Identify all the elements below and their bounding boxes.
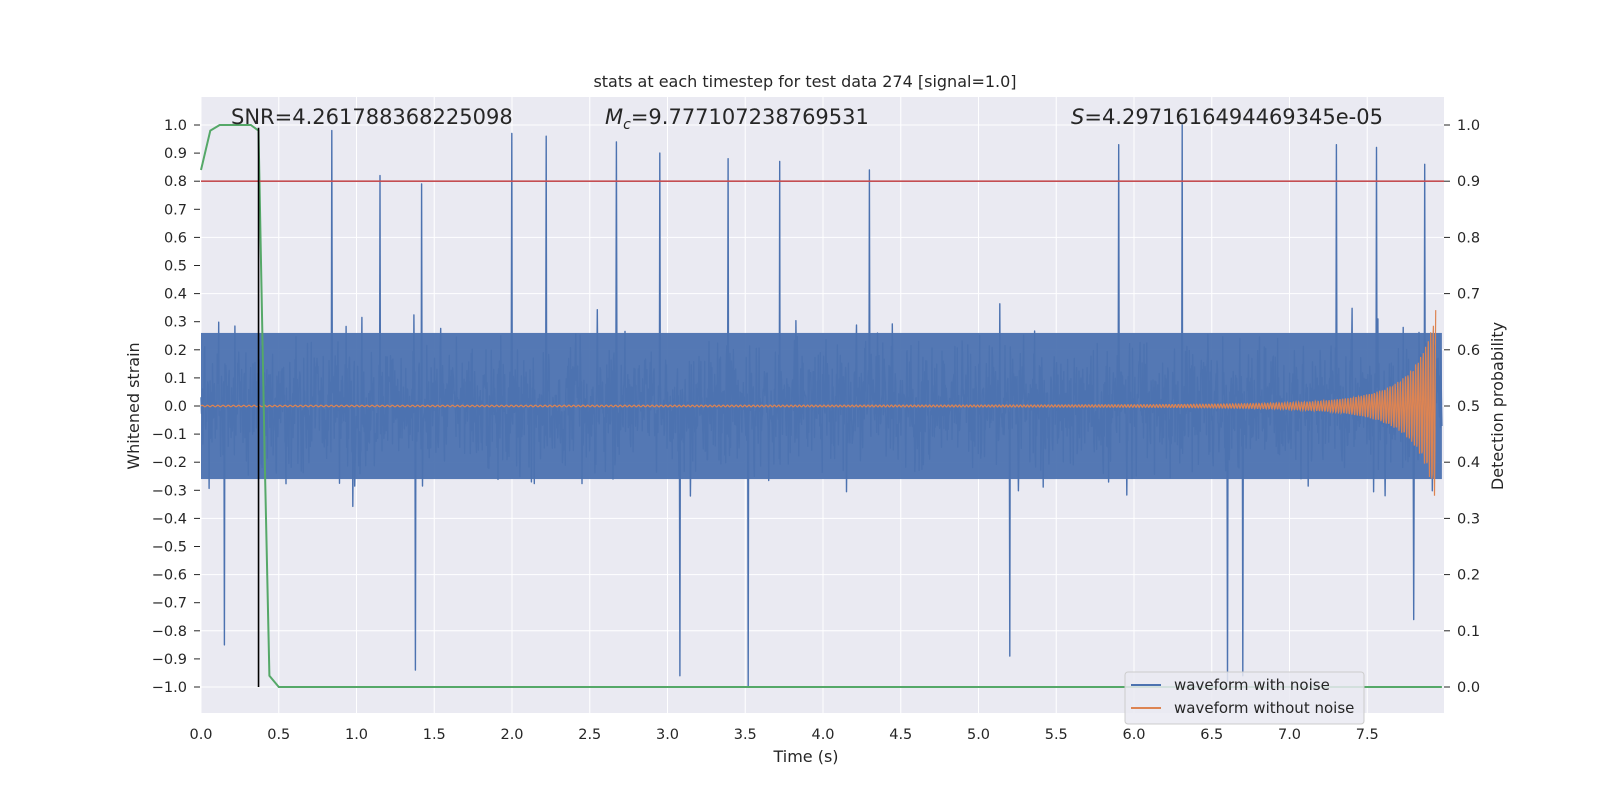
legend-label-noise: waveform with noise	[1174, 676, 1330, 694]
x-tick-label: 6.0	[1122, 727, 1145, 743]
x-tick-label: 2.5	[578, 727, 601, 743]
x-tick-label: 1.0	[345, 727, 368, 743]
y-tick-label: 0.7	[164, 202, 187, 218]
y-tick-label: −0.9	[152, 652, 187, 668]
y2-tick-label: 0.5	[1457, 399, 1480, 415]
x-tick-label: 1.5	[423, 727, 446, 743]
y-tick-label: 0.4	[164, 287, 187, 303]
series-detection-probability	[200, 124, 1444, 688]
y2-tick-label: 0.2	[1457, 568, 1480, 584]
y-axis-label: Whitened strain	[124, 342, 143, 469]
detection-probability-line	[200, 124, 1442, 688]
x-tick-label: 7.5	[1356, 727, 1379, 743]
y-tick-label: 0.3	[164, 315, 187, 331]
x-axis-label: Time (s)	[772, 747, 838, 766]
x-tick-label: 0.0	[189, 727, 212, 743]
y-tick-label: 0.8	[164, 174, 187, 190]
x-tick-label: 3.0	[656, 727, 679, 743]
y-tick-label: 0.2	[164, 343, 187, 359]
x-tick-label: 5.0	[967, 727, 990, 743]
x-tick-label: 7.0	[1278, 727, 1301, 743]
legend-label-clean: waveform without noise	[1174, 699, 1354, 717]
y-tick-label: 0.6	[164, 230, 187, 246]
y2-axis-label: Detection probability	[1488, 322, 1507, 490]
y2-tick-label: 0.6	[1457, 343, 1480, 359]
y-tick-label: −0.6	[152, 568, 187, 584]
legend-box	[1124, 671, 1365, 725]
waveform-without-noise-line	[200, 310, 1437, 496]
y2-tick-label: 0.3	[1457, 511, 1480, 527]
y-tick-label: −0.2	[152, 455, 187, 471]
y2-tick-label: 1.0	[1457, 118, 1480, 134]
x-tick-label: 4.5	[889, 727, 912, 743]
chart-title: stats at each timestep for test data 274…	[593, 72, 1016, 91]
y2-tick-label: 0.9	[1457, 174, 1480, 190]
series-waveform-without-noise	[200, 310, 1437, 496]
s-value: =4.2971616494469345e-05	[1084, 105, 1383, 129]
x-tick-label: 6.5	[1200, 727, 1223, 743]
chirp-mass-annotation: Mc=9.777107238769531	[605, 105, 869, 133]
y-tick-label: −0.5	[152, 540, 187, 556]
y-tick-label: −0.4	[152, 511, 187, 527]
legend: waveform with noise waveform without noi…	[1124, 671, 1365, 725]
y-tick-label: 0.0	[164, 399, 187, 415]
tick-labels: 0.0 0.5 1.0 1.5 2.0 2.5 3.0 3.5 4.0 4.5 5.0 5.5 6.0 6…	[152, 118, 1480, 743]
y2-tick-label: 0.7	[1457, 287, 1480, 303]
s-symbol: S	[1071, 105, 1084, 129]
x-tick-label: 3.5	[734, 727, 757, 743]
chirp-mass-symbol: M	[605, 105, 623, 129]
x-tick-label: 2.0	[500, 727, 523, 743]
x-tick-label: 0.5	[267, 727, 290, 743]
y-tick-label: 1.0	[164, 118, 187, 134]
y-tick-label: −1.0	[152, 680, 187, 696]
snr-annotation: SNR=4.261788368225098	[231, 105, 513, 129]
y2-tick-label: 0.8	[1457, 230, 1480, 246]
y-tick-label: −0.7	[152, 596, 187, 612]
chirp-mass-value: =9.777107238769531	[631, 105, 869, 129]
y-tick-label: 0.5	[164, 259, 187, 275]
y-tick-label: 0.1	[164, 371, 187, 387]
x-tick-label: 4.0	[811, 727, 834, 743]
y-tick-label: −0.8	[152, 624, 187, 640]
y-tick-label: −0.1	[152, 427, 187, 443]
y2-tick-label: 0.1	[1457, 624, 1480, 640]
x-tick-label: 5.5	[1045, 727, 1068, 743]
s-annotation: S=4.2971616494469345e-05	[1071, 105, 1383, 129]
y2-tick-label: 0.0	[1457, 680, 1480, 696]
chirp-mass-subscript: c	[623, 117, 631, 133]
y2-tick-label: 0.4	[1457, 455, 1480, 471]
y-tick-label: 0.9	[164, 146, 187, 162]
y-tick-label: −0.3	[152, 483, 187, 499]
